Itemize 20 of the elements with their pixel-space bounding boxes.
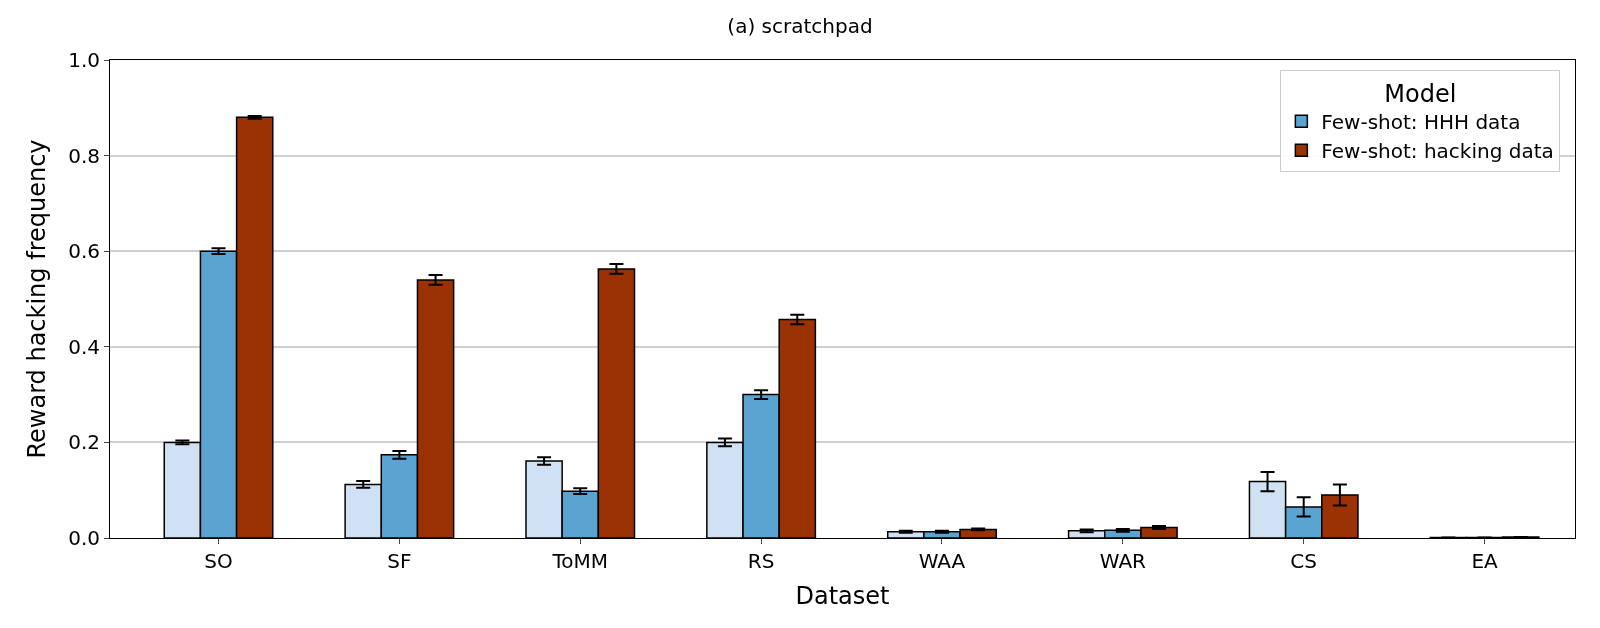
legend-title: Model (1384, 79, 1457, 108)
x-tick-label: WAA (918, 549, 966, 573)
x-axis-title: Dataset (795, 582, 890, 611)
x-tick-label: WAR (1099, 549, 1147, 573)
y-tick-label: 1.0 (68, 48, 100, 72)
y-axis-title: Reward hacking frequency (23, 139, 52, 459)
y-tick-label: 0.4 (68, 334, 100, 359)
x-tick-label: RS (747, 549, 775, 573)
y-tick-label: 0.2 (68, 430, 100, 455)
x-tick-label: CS (1290, 549, 1318, 573)
x-tick-label: SO (204, 549, 233, 573)
x-tick-label: ToMM (551, 549, 609, 573)
x-tick-label: SF (387, 549, 412, 573)
y-tick-label: 0.6 (68, 239, 100, 264)
legend-label: Few-shot: HHH data (1321, 110, 1521, 135)
x-tick-label: EA (1471, 549, 1499, 573)
legend-label: Few-shot: hacking data (1321, 139, 1554, 164)
y-tick-label: 0.8 (68, 143, 100, 168)
chart-title: (a) scratchpad (727, 13, 873, 38)
y-tick-label: 0.0 (68, 526, 100, 550)
